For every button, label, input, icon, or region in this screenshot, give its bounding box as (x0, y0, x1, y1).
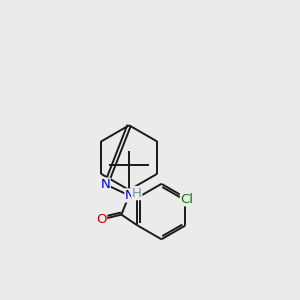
Text: Cl: Cl (181, 193, 194, 206)
Text: H: H (132, 187, 142, 200)
Text: N: N (125, 189, 135, 202)
Text: N: N (100, 178, 110, 191)
Text: O: O (96, 213, 106, 226)
